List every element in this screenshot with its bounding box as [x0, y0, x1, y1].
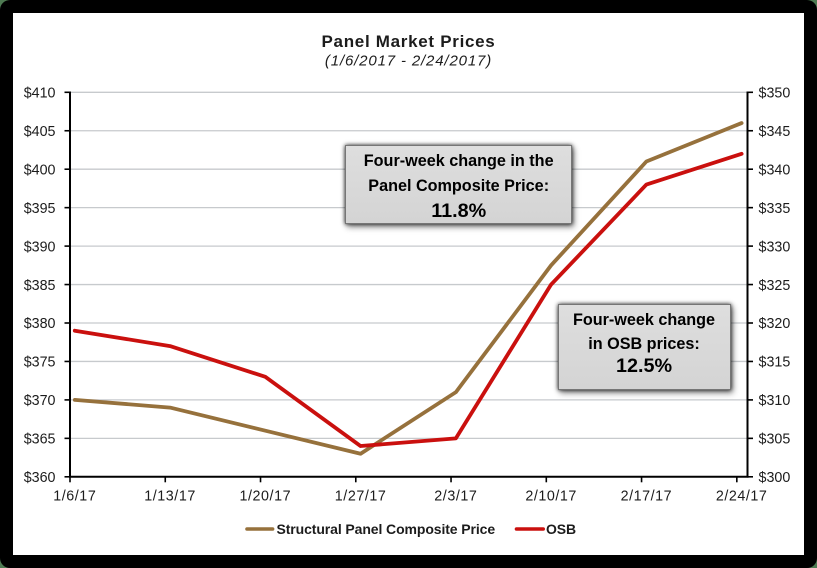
- svg-text:$405: $405: [24, 124, 56, 140]
- svg-text:$345: $345: [759, 124, 791, 140]
- svg-text:$395: $395: [24, 201, 56, 217]
- svg-text:$315: $315: [759, 355, 791, 371]
- svg-text:2/24/17: 2/24/17: [716, 489, 768, 505]
- svg-text:$320: $320: [759, 316, 791, 332]
- svg-text:$365: $365: [24, 432, 56, 448]
- svg-text:$330: $330: [759, 239, 791, 255]
- svg-text:$300: $300: [759, 470, 791, 486]
- svg-text:$385: $385: [24, 278, 56, 294]
- svg-text:$390: $390: [24, 239, 56, 255]
- svg-text:(1/6/2017 - 2/24/2017): (1/6/2017 - 2/24/2017): [325, 53, 492, 70]
- svg-text:$370: $370: [24, 393, 56, 409]
- svg-text:$375: $375: [24, 355, 56, 371]
- svg-text:2/10/17: 2/10/17: [525, 489, 577, 505]
- svg-text:1/13/17: 1/13/17: [144, 489, 196, 505]
- svg-text:$400: $400: [24, 162, 56, 178]
- svg-text:Panel Market Prices: Panel Market Prices: [322, 32, 496, 51]
- svg-text:$340: $340: [759, 162, 791, 178]
- svg-text:$310: $310: [759, 393, 791, 409]
- svg-text:OSB: OSB: [546, 521, 576, 537]
- svg-text:1/27/17: 1/27/17: [335, 489, 387, 505]
- svg-text:1/20/17: 1/20/17: [240, 489, 292, 505]
- svg-text:2/17/17: 2/17/17: [621, 489, 673, 505]
- svg-text:$360: $360: [24, 470, 56, 486]
- svg-text:Structural Panel Composite Pri: Structural Panel Composite Price: [277, 521, 496, 537]
- svg-text:1/6/17: 1/6/17: [53, 489, 96, 505]
- svg-text:$305: $305: [759, 432, 791, 448]
- svg-text:$380: $380: [24, 316, 56, 332]
- svg-text:$350: $350: [759, 86, 791, 102]
- svg-text:$410: $410: [24, 86, 56, 102]
- svg-text:2/3/17: 2/3/17: [434, 489, 477, 505]
- svg-text:$325: $325: [759, 278, 791, 294]
- svg-text:$335: $335: [759, 201, 791, 217]
